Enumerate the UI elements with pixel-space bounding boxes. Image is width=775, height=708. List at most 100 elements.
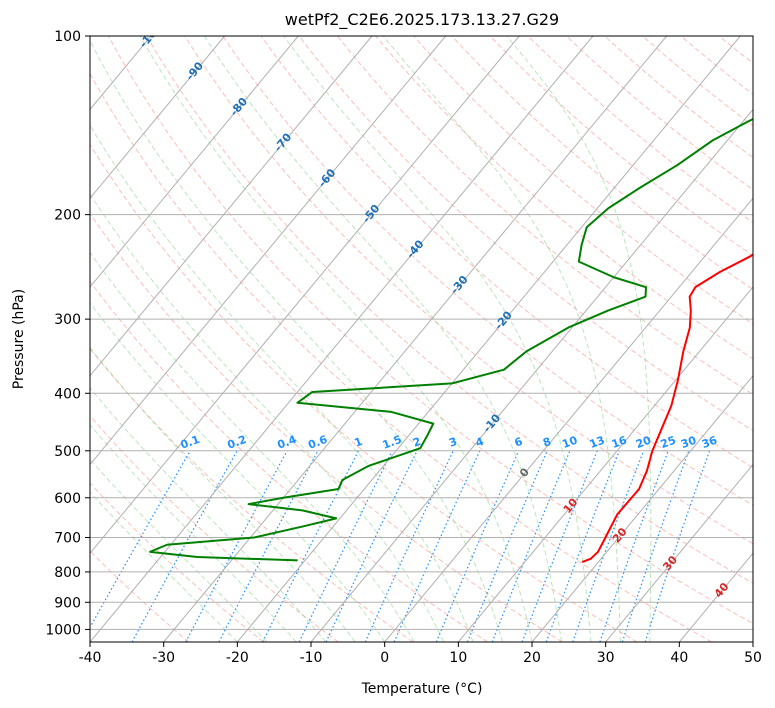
mixing-ratio-line	[621, 450, 690, 642]
dry-adiabat-line	[90, 72, 712, 642]
mixing-ratio-label: 25	[659, 434, 678, 451]
dry-adiabat-line	[489, 36, 753, 257]
mixing-ratio-label: 1.5	[381, 433, 404, 452]
dewpoint-profile-line	[149, 117, 753, 562]
x-tick-label: -10	[300, 650, 323, 666]
y-tick-label: 900	[54, 595, 81, 611]
dry-adiabat-line	[757, 36, 775, 642]
mixing-ratio-line	[90, 450, 191, 629]
mixing-ratio-label: 36	[700, 433, 719, 451]
moist-adiabat-line	[382, 36, 621, 642]
isotherm-line	[752, 641, 753, 642]
mixing-ratio-line	[262, 450, 360, 642]
x-tick-label: 20	[523, 650, 541, 666]
dry-adiabat-line	[184, 36, 753, 545]
dry-adiabat-line	[90, 415, 339, 642]
y-tick-label: 1000	[45, 622, 81, 638]
dry-adiabat-line	[527, 36, 753, 224]
mixing-ratio-line	[599, 450, 669, 642]
x-tick-label: 30	[597, 650, 615, 666]
moist-adiabat-line	[90, 387, 327, 642]
dry-adiabat-line	[298, 36, 753, 432]
plot-frame	[89, 35, 754, 643]
dry-adiabat-line	[260, 36, 753, 469]
mixing-ratio-line	[644, 450, 711, 642]
y-tick-label: 400	[54, 386, 81, 402]
dry-adiabat-line	[375, 36, 753, 360]
x-tick-label: -40	[79, 650, 102, 666]
y-tick-label: 800	[54, 565, 81, 581]
isotherm-line	[678, 552, 753, 642]
y-tick-label: 500	[54, 444, 81, 460]
y-tick-label: 300	[54, 312, 81, 328]
x-tick-label: -30	[152, 650, 175, 666]
isotherm-line	[236, 36, 741, 642]
mixing-ratio-label: 8	[541, 435, 553, 450]
mixing-ratio-label: 1	[353, 435, 365, 450]
mixing-ratio-line	[545, 450, 620, 642]
mixing-ratio-label: 10	[560, 433, 579, 451]
isotherm-line	[90, 36, 226, 200]
y-tick-label: 600	[54, 491, 81, 507]
dry-adiabat-line	[718, 36, 753, 64]
moist-adiabat-line	[139, 36, 533, 642]
dry-adiabat-line	[413, 36, 753, 325]
mixing-ratio-line	[491, 450, 571, 642]
moist-adiabat-line	[203, 36, 562, 642]
isotherm-line	[605, 463, 753, 642]
dry-adiabat-line	[337, 36, 753, 395]
mixing-ratio-label: 6	[513, 435, 525, 450]
mixing-ratio-label: 3	[447, 435, 459, 450]
mixing-ratio-label: 0.2	[226, 433, 249, 452]
axis-ticks: -40 -30 -20 -10 0 10 20 30 40 5010020030040050060…	[45, 29, 762, 666]
dry-adiabat-line	[90, 550, 190, 642]
dry-adiabat-line	[108, 36, 753, 625]
y-axis-label: Pressure (hPa)	[11, 289, 27, 389]
isotherm-line	[384, 197, 753, 642]
x-axis-label: Temperature (°C)	[361, 681, 483, 697]
mixing-ratio-label: 0.1	[179, 433, 202, 452]
isotherm-line	[90, 36, 594, 642]
dry-adiabat-line	[604, 36, 753, 159]
isotherm-line	[90, 36, 373, 377]
isotherm-line	[90, 36, 299, 288]
moist-adiabat-line	[283, 36, 592, 642]
isotherm-line	[457, 286, 753, 642]
moist-adiabat-line	[90, 424, 297, 642]
x-tick-label: -20	[226, 650, 249, 666]
y-tick-label: 700	[54, 531, 81, 547]
y-tick-label: 100	[54, 29, 81, 45]
moist-adiabat-line	[90, 39, 504, 642]
mixing-ratio-label: 16	[610, 433, 629, 451]
mixing-ratio-line	[572, 450, 645, 642]
x-tick-label: 50	[744, 650, 762, 666]
x-tick-label: 40	[670, 650, 688, 666]
chart-title: wetPf2_C2E6.2025.173.13.27.G29	[285, 10, 559, 30]
mixing-ratio-label: 30	[679, 433, 698, 451]
isotherm-line	[90, 36, 447, 466]
dry-adiabat-line	[222, 36, 753, 506]
moist-adiabat-line	[506, 36, 652, 642]
dry-adiabat-line	[90, 482, 264, 642]
isotherm-line	[531, 374, 753, 642]
moist-adiabat-line	[90, 346, 356, 642]
mixing-ratio-line	[521, 450, 598, 642]
mixing-ratio-label: 0.4	[276, 433, 299, 452]
y-tick-label: 200	[54, 208, 81, 224]
x-tick-label: 0	[380, 650, 389, 666]
isotherm-line	[163, 36, 668, 642]
dry-adiabat-line	[146, 36, 753, 584]
mixing-ratio-line	[435, 450, 520, 642]
dry-adiabat-line	[90, 280, 488, 642]
mixing-ratio-line	[298, 450, 393, 642]
dry-adiabat-line	[451, 36, 753, 291]
mixing-ratio-line	[131, 450, 238, 642]
mixing-ratio-line	[466, 450, 548, 642]
mixing-ratio-line	[218, 450, 319, 642]
plot-area: -100-90-80-70-60-50-40-30-20-10010203040…	[89, 35, 775, 643]
isotherm-line	[310, 108, 753, 642]
mixing-ratio-line	[325, 450, 418, 642]
dry-adiabat-line	[680, 36, 753, 95]
isotherm-line	[90, 36, 520, 555]
